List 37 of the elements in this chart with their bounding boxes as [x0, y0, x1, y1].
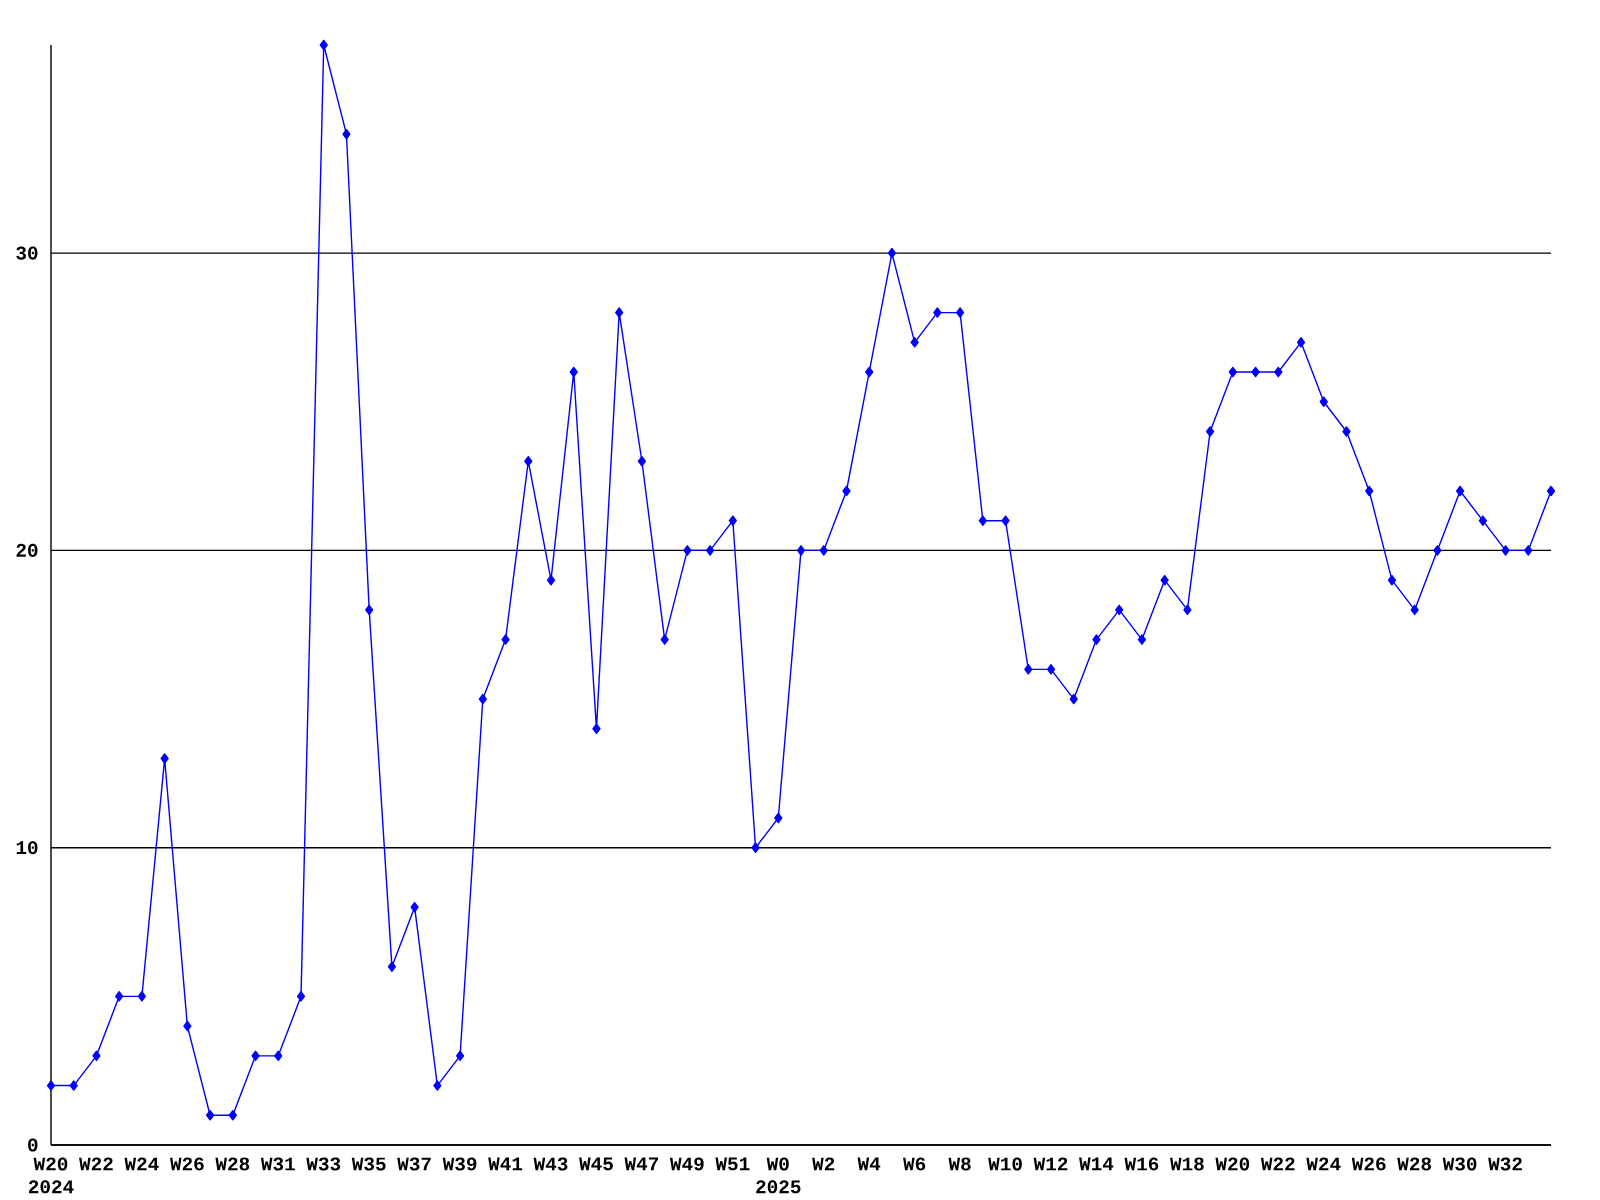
- x-tick-label: W8: [948, 1157, 971, 1171]
- x-tick-label: W43: [533, 1157, 568, 1171]
- x-tick-label: W22: [1260, 1157, 1295, 1171]
- x-tick-label: W47: [624, 1157, 659, 1171]
- x-tick-label: W24: [1306, 1157, 1341, 1171]
- x-tick-label: W10: [988, 1157, 1022, 1171]
- x-tick-label: W32: [1488, 1157, 1522, 1171]
- y-tick-label: 30: [16, 246, 38, 260]
- x-tick-label: W16: [1124, 1157, 1159, 1171]
- x-tick-label: W26: [1351, 1157, 1386, 1171]
- x-tick-label: W20: [1215, 1157, 1250, 1171]
- x-tick-label: W20 2024: [28, 1157, 74, 1194]
- x-tick-label: W2: [812, 1157, 835, 1171]
- x-tick-label: W31: [260, 1157, 295, 1171]
- x-tick-label: W39: [442, 1157, 477, 1171]
- x-tick-label: W35: [351, 1157, 386, 1171]
- x-tick-label: W6: [903, 1157, 926, 1171]
- x-tick-label: W24: [124, 1157, 159, 1171]
- x-tick-label: W41: [488, 1157, 523, 1171]
- y-tick-label: 20: [16, 543, 38, 557]
- x-tick-label: W28: [1397, 1157, 1432, 1171]
- x-tick-label: W30: [1442, 1157, 1477, 1171]
- x-tick-label: W18: [1169, 1157, 1204, 1171]
- x-tick-label: W33: [306, 1157, 341, 1171]
- x-tick-label: W0 2025: [756, 1157, 801, 1194]
- x-tick-label: W49: [669, 1157, 704, 1171]
- x-tick-label: W4: [857, 1157, 881, 1171]
- y-tick-label: 0: [28, 1138, 38, 1152]
- x-tick-label: W28: [215, 1157, 250, 1171]
- x-tick-label: W37: [397, 1157, 431, 1171]
- x-tick-label: W45: [579, 1157, 613, 1171]
- x-tick-label: W14: [1079, 1157, 1114, 1171]
- x-tick-label: W26: [169, 1157, 204, 1171]
- y-tick-label: 10: [16, 841, 38, 855]
- x-tick-label: W12: [1033, 1157, 1068, 1171]
- x-tick-label: W22: [79, 1157, 113, 1171]
- x-tick-label: W51: [715, 1157, 750, 1171]
